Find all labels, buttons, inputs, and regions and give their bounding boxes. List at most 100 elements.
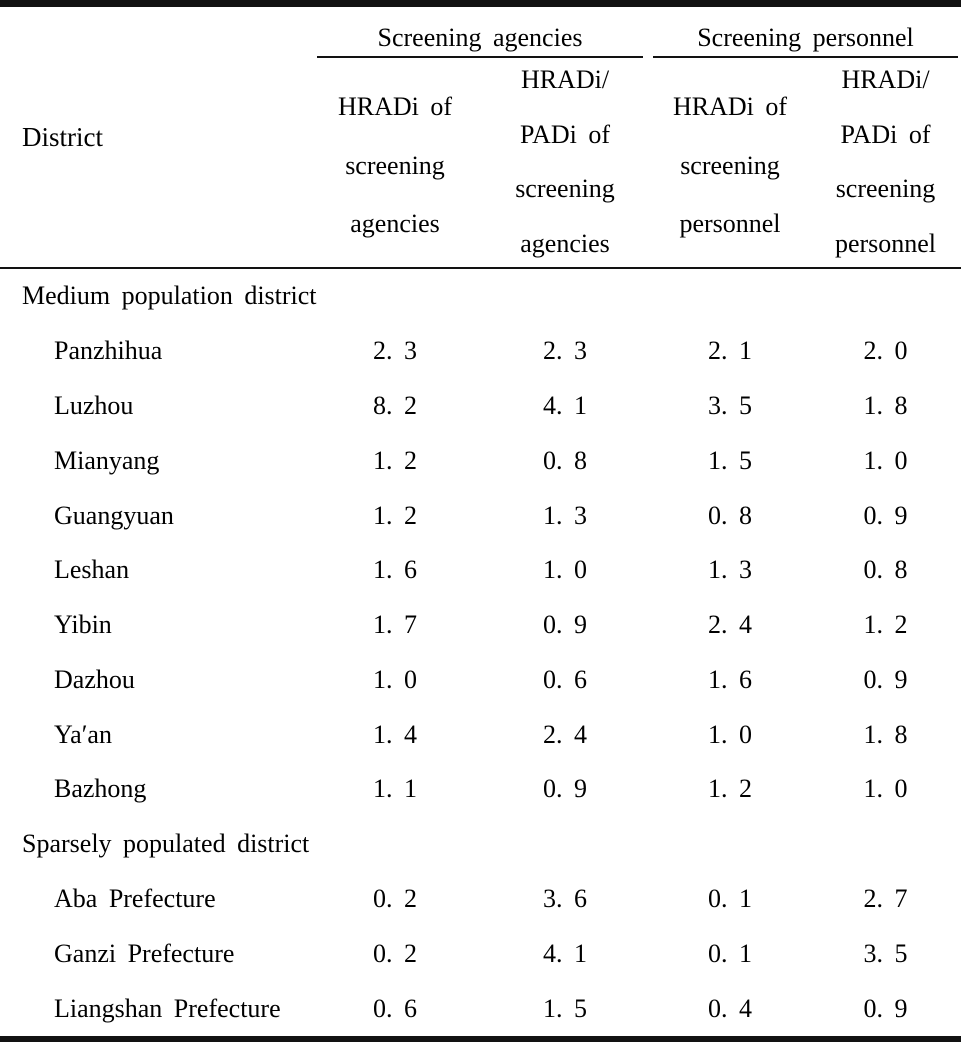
table-row: Ganzi Prefecture 0. 2 4. 1 0. 1 3. 5 (0, 926, 961, 981)
header-line: HRADi of (337, 92, 453, 121)
value-cell: 0. 9 (863, 500, 908, 530)
column-header-hradi-personnel: HRADi of screening personnel (650, 58, 810, 267)
value-cell: 0. 1 (708, 884, 752, 914)
value-cell: 2. 3 (543, 336, 587, 366)
section-label: Sparsely populated district (22, 829, 310, 859)
value-cell: 0. 6 (543, 664, 587, 694)
column-header-hradi-padi-personnel: HRADi/ PADi of screening personnel (810, 58, 961, 267)
header-line: HRADi/ (520, 65, 610, 94)
value-cell: 2. 4 (543, 719, 587, 749)
column-header-hradi-padi-agencies: HRADi/ PADi of screening agencies (480, 58, 650, 267)
header-line: agencies (520, 228, 610, 258)
district-cell: Bazhong (54, 774, 147, 804)
district-cell: Dazhou (54, 664, 135, 694)
value-cell: 1. 0 (863, 445, 908, 475)
section-header-row: Medium population district (0, 269, 961, 324)
district-cell: Leshan (54, 555, 130, 585)
header-line: screening (835, 174, 936, 204)
column-header-district: District (22, 121, 103, 152)
value-cell: 0. 4 (708, 993, 752, 1023)
district-cell: Liangshan Prefecture (54, 993, 281, 1023)
value-cell: 1. 6 (708, 664, 752, 694)
value-cell: 8. 2 (373, 390, 417, 420)
value-cell: 0. 9 (863, 993, 908, 1023)
section-label: Medium population district (22, 281, 317, 311)
value-cell: 0. 8 (708, 500, 752, 530)
district-cell: Mianyang (54, 445, 160, 475)
header-line: screening (345, 150, 445, 180)
header-line: agencies (350, 209, 440, 238)
value-cell: 1. 2 (373, 500, 417, 530)
group-label: Screening personnel (697, 22, 914, 52)
table-top-rule (0, 0, 961, 7)
value-cell: 2. 7 (863, 884, 908, 914)
value-cell: 0. 1 (708, 938, 752, 968)
value-cell: 0. 2 (373, 938, 417, 968)
table-row: Liangshan Prefecture 0. 6 1. 5 0. 4 0. 9 (0, 981, 961, 1036)
header-line: screening (680, 150, 780, 180)
group-header-screening-agencies: Screening agencies (310, 7, 650, 58)
value-cell: 3. 5 (863, 938, 908, 968)
value-cell: 1. 4 (373, 719, 417, 749)
value-cell: 1. 2 (373, 445, 417, 475)
value-cell: 1. 3 (543, 500, 587, 530)
table-row: Panzhihua 2. 3 2. 3 2. 1 2. 0 (0, 324, 961, 379)
value-cell: 1. 3 (708, 555, 752, 585)
value-cell: 3. 5 (708, 390, 752, 420)
value-cell: 1. 1 (373, 774, 417, 804)
value-cell: 0. 9 (863, 664, 908, 694)
group-label: Screening agencies (377, 22, 583, 52)
value-cell: 3. 6 (543, 884, 587, 914)
table-row: Aba Prefecture 0. 2 3. 6 0. 1 2. 7 (0, 872, 961, 927)
header-line: PADi of (519, 119, 610, 149)
value-cell: 0. 9 (543, 774, 587, 804)
value-cell: 0. 6 (373, 993, 417, 1023)
value-cell: 4. 1 (543, 938, 587, 968)
value-cell: 4. 1 (543, 390, 587, 420)
value-cell: 1. 8 (863, 719, 908, 749)
value-cell: 1. 7 (373, 610, 417, 640)
district-cell: Guangyuan (54, 500, 174, 530)
header-line: personnel (834, 228, 937, 258)
header-line: HRADi/ (841, 65, 930, 94)
value-cell: 2. 1 (708, 336, 752, 366)
column-header-hradi-agencies: HRADi of screening agencies (310, 58, 480, 267)
group-header-screening-personnel: Screening personnel (650, 7, 961, 58)
value-cell: 2. 0 (863, 336, 908, 366)
table-bottom-rule (0, 1036, 961, 1042)
section-header-row: Sparsely populated district (0, 817, 961, 872)
header-line: personnel (679, 209, 781, 238)
table-row: Guangyuan 1. 2 1. 3 0. 8 0. 9 (0, 488, 961, 543)
table-body: Medium population district Panzhihua 2. … (0, 269, 961, 1036)
value-cell: 1. 2 (708, 774, 752, 804)
value-cell: 0. 8 (863, 555, 908, 585)
value-cell: 1. 2 (863, 610, 908, 640)
value-cell: 1. 5 (708, 445, 752, 475)
value-cell: 1. 0 (373, 664, 417, 694)
value-cell: 1. 0 (708, 719, 752, 749)
table-row: Leshan 1. 6 1. 0 1. 3 0. 8 (0, 543, 961, 598)
table-row: Mianyang 1. 2 0. 8 1. 5 1. 0 (0, 433, 961, 488)
header-line: PADi of (840, 119, 931, 149)
table-row: Yibin 1. 7 0. 9 2. 4 1. 2 (0, 598, 961, 653)
table-row: Bazhong 1. 1 0. 9 1. 2 1. 0 (0, 762, 961, 817)
table-row: Dazhou 1. 0 0. 6 1. 6 0. 9 (0, 652, 961, 707)
group-underline (653, 56, 958, 58)
district-cell: Ganzi Prefecture (54, 938, 235, 968)
value-cell: 1. 8 (863, 390, 908, 420)
value-cell: 0. 2 (373, 884, 417, 914)
table-header: District Screening agencies Screening pe… (0, 7, 961, 269)
value-cell: 1. 5 (543, 993, 587, 1023)
group-underline (317, 56, 643, 58)
value-cell: 2. 4 (708, 610, 752, 640)
value-cell: 0. 9 (543, 610, 587, 640)
district-cell: Luzhou (54, 390, 134, 420)
value-cell: 2. 3 (373, 336, 417, 366)
value-cell: 1. 0 (863, 774, 908, 804)
value-cell: 1. 6 (373, 555, 417, 585)
header-line: screening (515, 174, 615, 204)
district-cell: Panzhihua (54, 336, 163, 366)
table-row: Ya′an 1. 4 2. 4 1. 0 1. 8 (0, 707, 961, 762)
header-line: HRADi of (672, 92, 788, 121)
